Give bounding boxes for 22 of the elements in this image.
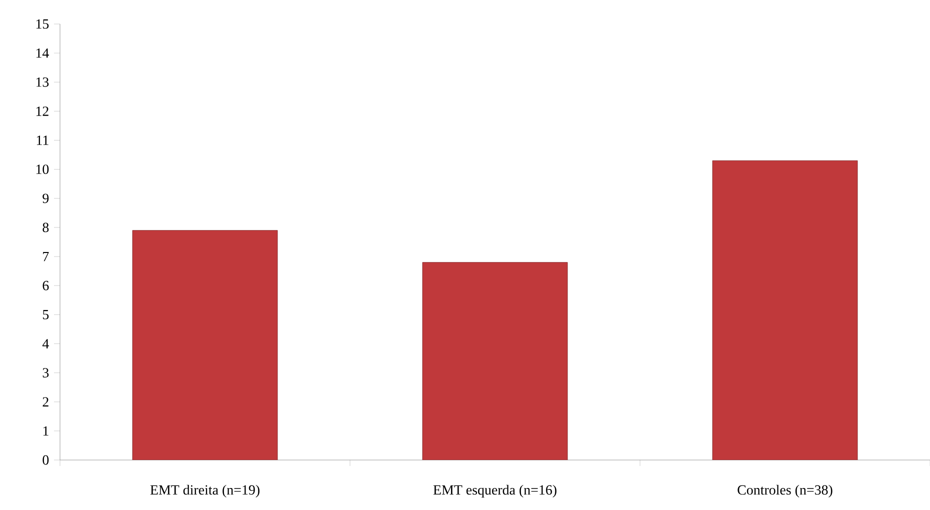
y-tick-label: 15 — [36, 19, 49, 29]
y-tick-label: 14 — [36, 48, 49, 58]
y-tick-label: 9 — [42, 194, 49, 204]
x-tick-label: EMT esquerda (n=16) — [433, 484, 556, 498]
x-tick-label: EMT direita (n=19) — [150, 484, 260, 498]
y-tick-label: 12 — [36, 106, 48, 116]
y-tick-label: 5 — [42, 310, 49, 320]
y-tick-label: 7 — [43, 252, 49, 262]
bar — [712, 160, 858, 460]
y-tick-label: 1 — [43, 426, 48, 436]
y-tick-label: 8 — [42, 222, 49, 232]
y-tick-label: 13 — [36, 77, 49, 87]
y-tick-label: 4 — [42, 339, 49, 348]
x-tick-label: Controles (n=38) — [738, 484, 832, 498]
y-tick-label: 11 — [36, 136, 48, 145]
y-tick-label: 2 — [42, 397, 48, 406]
y-tick-label: 6 — [42, 280, 49, 290]
y-tick-label: 10 — [36, 164, 49, 174]
bar — [132, 230, 278, 460]
y-tick-label: 0 — [42, 455, 49, 465]
bar — [422, 262, 568, 460]
y-tick-label: 3 — [42, 368, 49, 378]
